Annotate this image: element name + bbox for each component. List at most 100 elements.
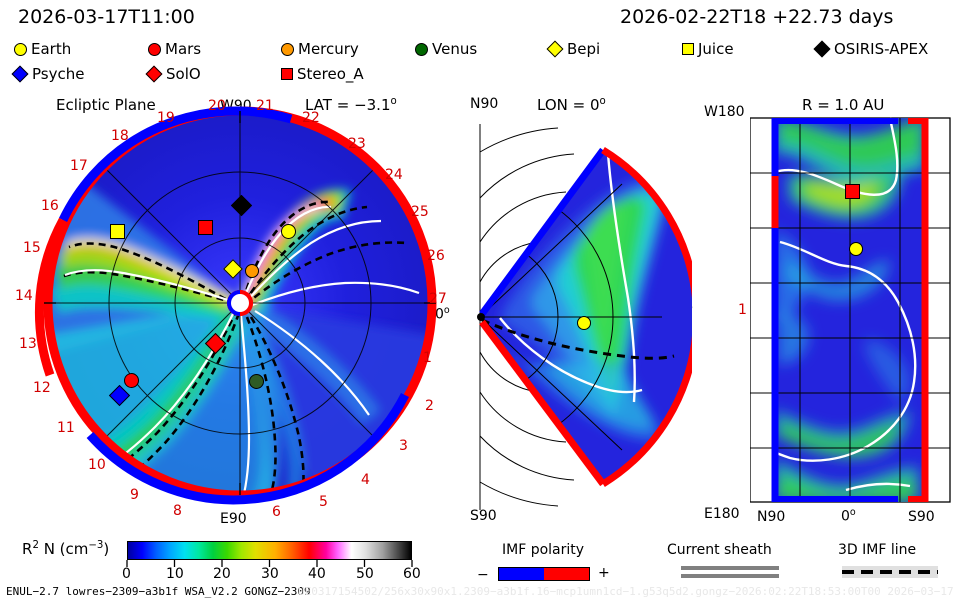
hour-label-18: 18 [111,128,129,144]
hour-label-22: 22 [302,110,320,126]
imf-line-swatch [842,566,938,578]
meridional-current-sheath [499,153,643,403]
solo-marker-icon [145,65,163,83]
venus-marker-icon [415,42,428,56]
hour-label-19: 19 [157,110,175,126]
colorbar-r: R [22,540,33,558]
legend-item-osiris-apex[interactable]: OSIRIS-APEX [813,40,928,58]
ecliptic-lat-label: LAT = −3.1o [305,96,397,114]
ecliptic-panel-title: Ecliptic Plane [56,96,156,114]
legend-item-venus[interactable]: Venus [415,40,477,58]
ecliptic-marker-stereo-a[interactable] [198,220,213,239]
legend-item-juice[interactable]: Juice [682,40,734,58]
hour-label-12: 12 [33,380,51,396]
current-sheath-title: Current sheath [667,542,772,558]
ecliptic-marker-venus[interactable] [249,374,264,393]
ecliptic-marker-bepi[interactable] [223,259,243,280]
hour-label-9: 9 [130,487,139,503]
stereo-a-marker-icon [845,184,860,199]
legend-label: Stereo_A [297,65,364,83]
shell-sheath-main [774,240,917,462]
ecliptic-right-zero-label: 0o [435,305,450,323]
stereo-a-marker-icon [281,68,293,80]
hour-label-24: 24 [385,167,403,183]
meridional-polarity-positive [479,319,606,487]
meridional-top-label: N90 [470,96,499,112]
shell-panel-title: R = 1.0 AU [802,96,885,114]
hour-label-23: 23 [348,136,366,152]
hour-label-2: 2 [425,398,434,414]
legend-label: Juice [698,40,734,58]
stereo-a-marker-icon [198,220,213,235]
mercury-marker-icon [245,264,259,278]
imf-polarity-ring-negative [58,106,241,222]
ecliptic-plane-plot[interactable] [15,105,455,525]
ecliptic-marker-osiris-apex[interactable] [230,194,253,217]
colorbar-exp: 2 [32,540,39,551]
degree-sign: o [849,507,856,518]
meridional-polarity-negative [479,147,606,317]
ecliptic-marker-solo[interactable] [204,332,227,355]
shell-row-label-1: 1 [738,302,747,318]
legend-item-mercury[interactable]: Mercury [281,40,359,58]
rim-ticks [44,111,436,495]
hour-label-5: 5 [319,494,328,510]
shell-sheath-bottom [845,482,911,492]
degree-sign: o [390,96,397,107]
imf-line-title: 3D IMF line [838,542,917,558]
run-start-label: 2026-02-22T18 +22.73 days [620,6,894,28]
hour-label-1: 1 [423,350,432,366]
zero-value: 0 [435,306,444,323]
osiris-apex-marker-icon [230,194,253,217]
hour-label-3: 3 [399,438,408,454]
shell-marker-earth[interactable] [849,241,863,260]
colorbar-ticks [126,560,413,567]
legend-item-solo[interactable]: SolO [145,65,201,83]
colorbar-tick-60: 60 [403,566,421,582]
meridional-imf-line [481,318,675,360]
meridional-marker-earth[interactable] [577,315,591,334]
hour-label-8: 8 [173,503,182,519]
ecliptic-bottom-label: E90 [220,511,247,527]
juice-marker-icon [682,43,694,55]
ecliptic-marker-mars[interactable] [124,373,139,392]
imf-polarity-ring-negative-2 [239,106,293,124]
imf-polarity-ring-positive-2 [34,217,67,377]
hour-label-14: 14 [15,288,33,304]
colorbar-units: N (cm [38,540,89,558]
legend-item-stereo-a[interactable]: Stereo_A [281,65,364,83]
colorbar-exp2: −3 [88,540,104,551]
legend-label: Mercury [298,40,359,58]
legend-item-psyche[interactable]: Psyche [11,65,85,83]
legend-item-mars[interactable]: Mars [148,40,201,58]
ecliptic-marker-earth[interactable] [281,224,296,243]
ecliptic-marker-psyche[interactable] [108,384,131,407]
hour-label-11: 11 [57,420,75,436]
earth-marker-icon [281,224,296,239]
hour-label-27: 27 [429,291,447,307]
ecliptic-marker-mercury[interactable] [245,263,259,282]
legend-item-bepi[interactable]: Bepi [546,40,600,58]
hour-label-25: 25 [411,204,429,220]
hour-label-15: 15 [23,240,41,256]
colorbar-tick-40: 40 [308,566,326,582]
degree-sign: o [599,96,606,107]
legend-label: SolO [166,65,201,83]
ecliptic-marker-juice[interactable] [110,224,125,243]
model-info-footer: ENUL−2.7 lowres−2309−a3b1f WSA_V2.2 GONG… [6,585,311,598]
meridional-inner-grid [480,183,662,451]
current-sheath-swatch [681,566,779,578]
shell-plot[interactable] [750,110,960,510]
legend-item-earth[interactable]: Earth [14,40,71,58]
shell-marker-stereo-a[interactable] [845,184,860,203]
hour-label-20: 20 [208,98,226,114]
meridional-bottom-label: S90 [470,508,497,524]
imf-polarity-ring-negative-3 [86,392,410,505]
psyche-marker-icon [108,384,131,407]
imf-polarity-plus: + [598,565,610,581]
hour-label-4: 4 [361,472,370,488]
degree-sign: o [443,305,450,316]
legend-label: Earth [31,40,72,58]
hour-label-26: 26 [427,248,445,264]
legend-label: Psyche [32,65,85,83]
